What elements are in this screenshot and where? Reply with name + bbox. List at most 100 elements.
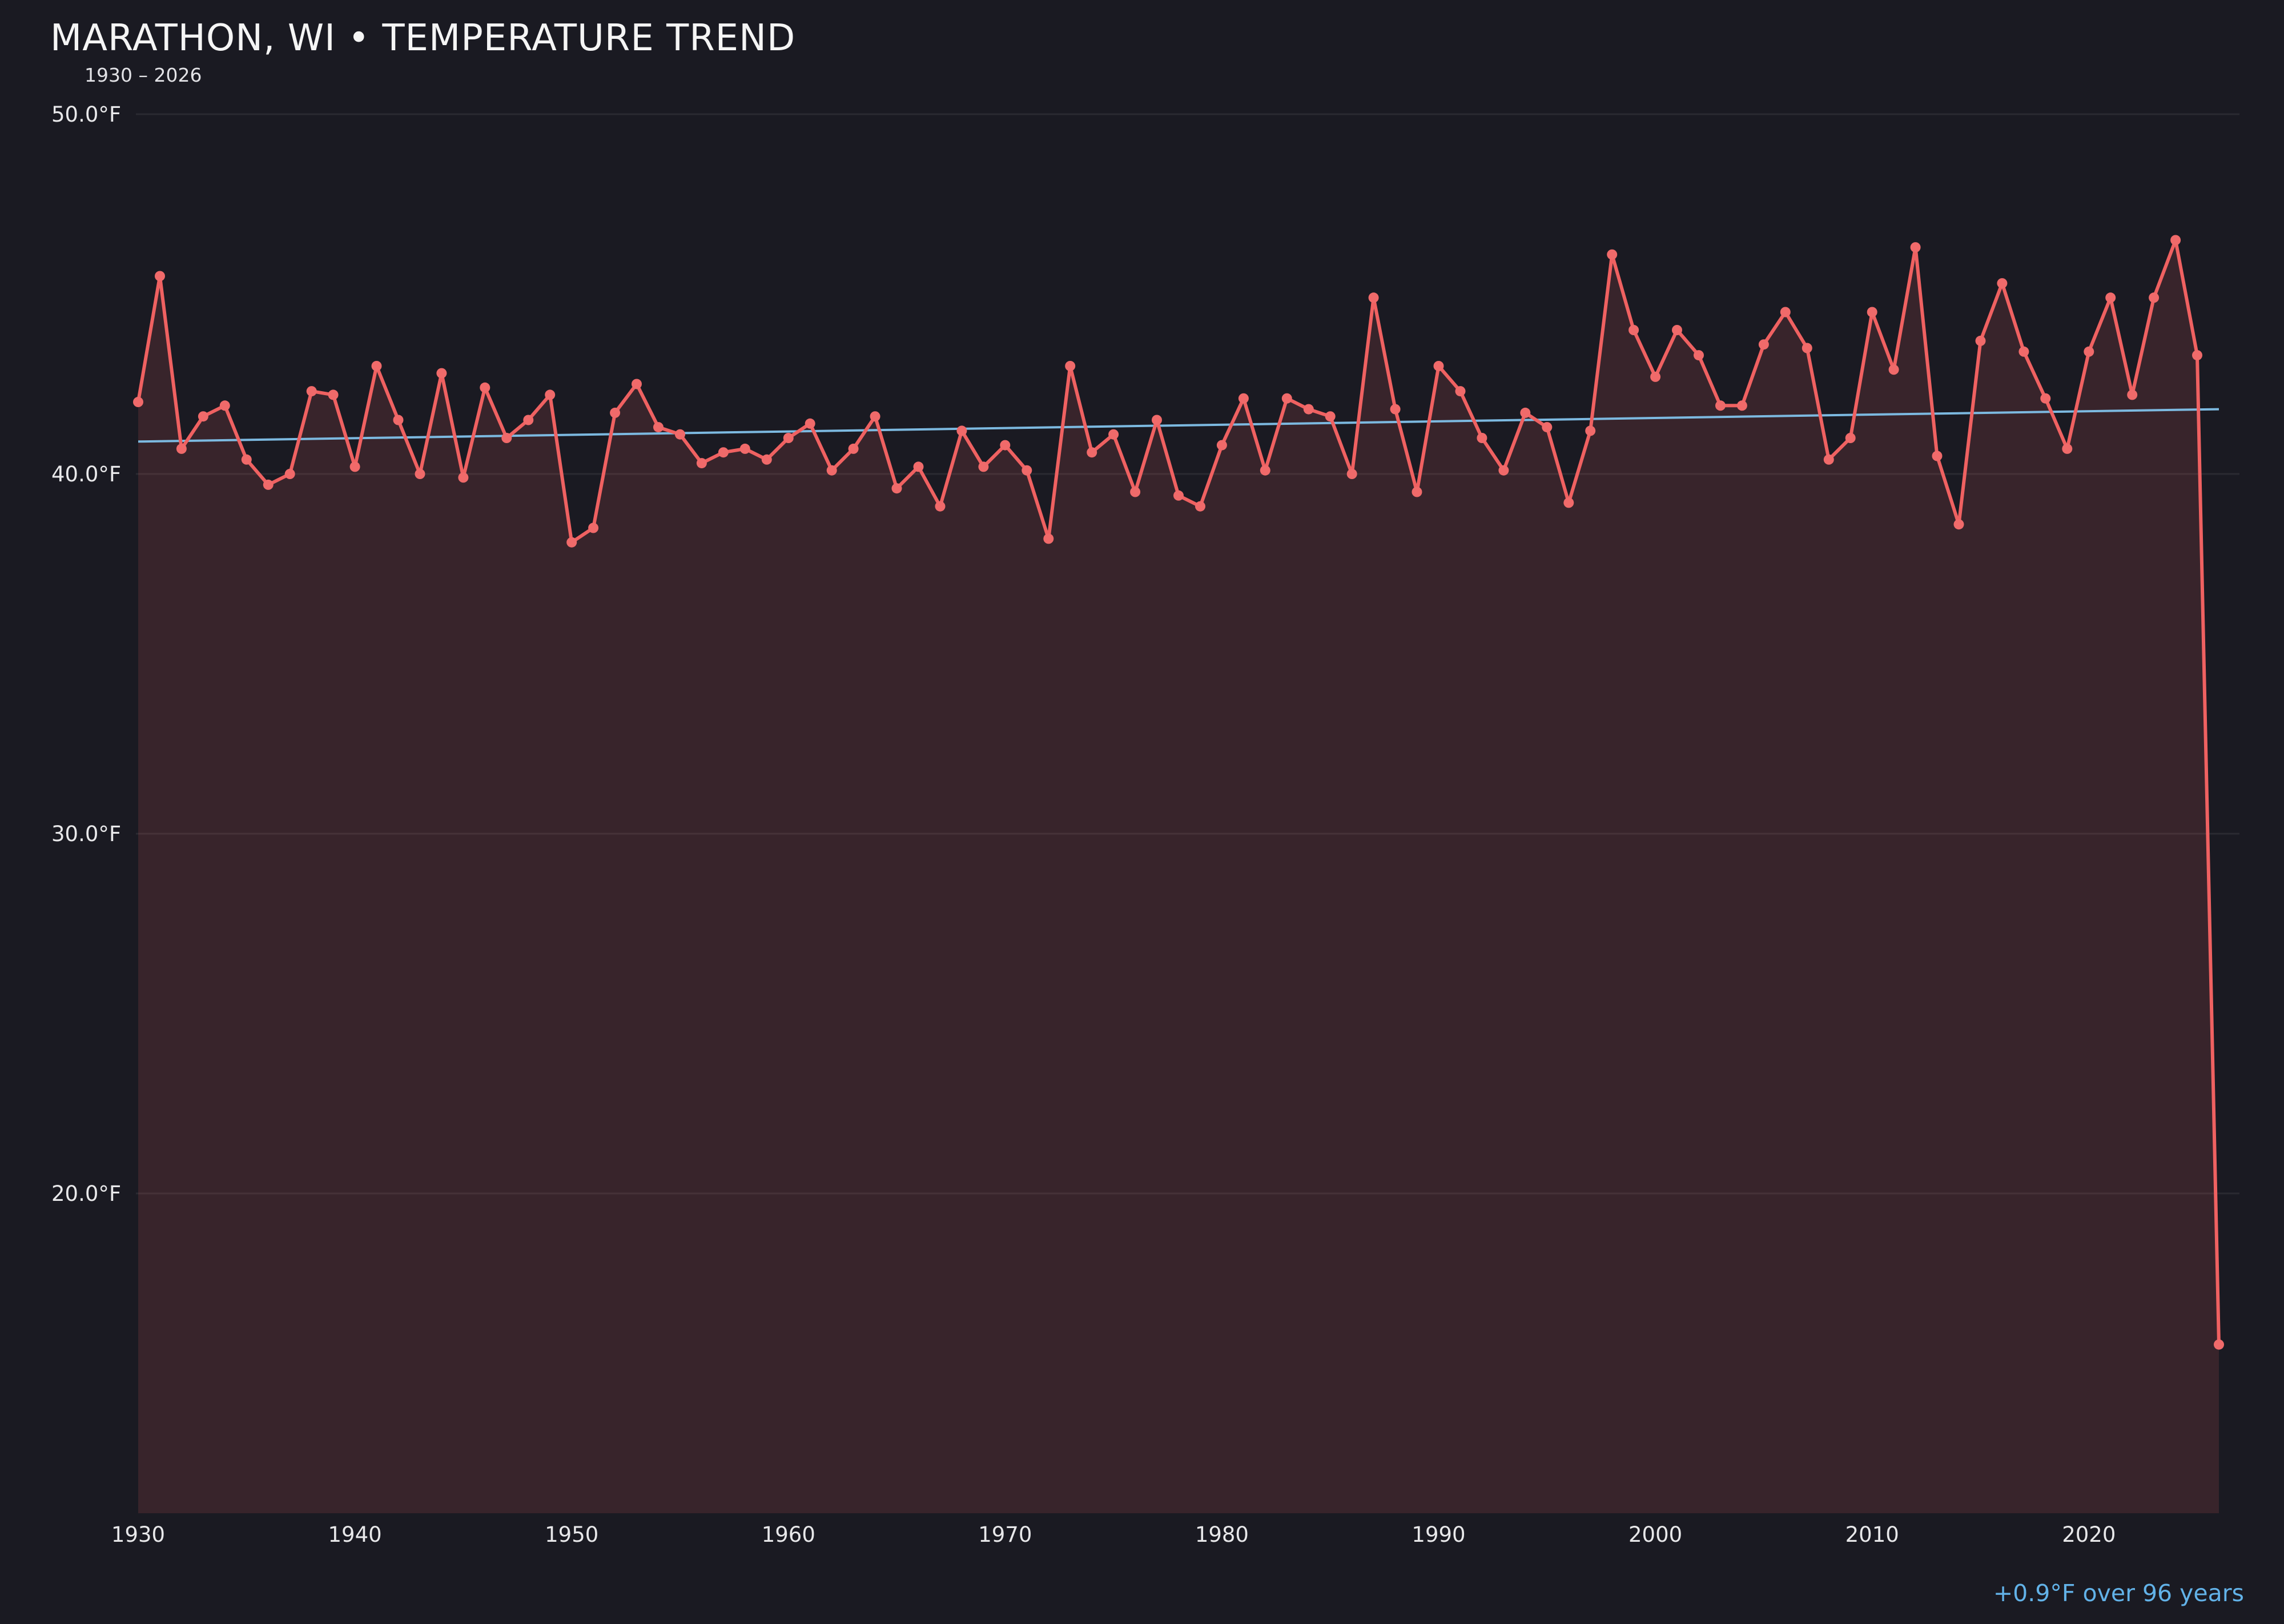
data-point	[2040, 393, 2051, 404]
data-point	[566, 537, 577, 548]
data-point	[2018, 346, 2029, 357]
data-point	[1000, 440, 1011, 451]
data-point	[1433, 361, 1444, 371]
data-point	[2214, 1339, 2224, 1350]
data-point	[1325, 411, 1336, 422]
data-point	[415, 469, 425, 479]
data-point	[393, 415, 404, 425]
data-point	[1303, 404, 1314, 415]
data-point	[1108, 429, 1119, 440]
x-axis-label: 1990	[1412, 1522, 1465, 1547]
data-point	[1563, 497, 1574, 508]
data-point	[1216, 440, 1227, 451]
data-point	[1607, 249, 1618, 260]
data-point	[653, 422, 664, 433]
data-point	[1022, 465, 1032, 476]
y-axis-label: 30.0°F	[51, 822, 121, 846]
data-point	[1542, 422, 1553, 433]
x-axis-label: 1970	[978, 1522, 1032, 1547]
data-point	[1845, 433, 1856, 443]
data-point	[935, 501, 946, 512]
data-point	[1867, 307, 1877, 317]
data-point	[2127, 389, 2138, 400]
chart-subtitle: 1930 – 2026	[85, 64, 202, 86]
data-point	[198, 411, 208, 422]
data-point	[1780, 307, 1791, 317]
data-point	[739, 443, 750, 454]
data-point	[545, 389, 556, 400]
data-point	[349, 461, 360, 472]
x-axis-label: 1930	[111, 1522, 165, 1547]
data-point	[480, 382, 490, 393]
data-point	[1758, 339, 1769, 350]
data-point	[1477, 433, 1487, 443]
data-point	[1065, 361, 1076, 371]
data-point	[783, 433, 794, 443]
data-point	[1823, 454, 1834, 465]
data-point	[978, 461, 989, 472]
data-point	[1130, 487, 1141, 497]
x-axis-label: 2020	[2062, 1522, 2116, 1547]
data-point	[870, 411, 880, 422]
data-point	[219, 400, 230, 411]
data-point	[1888, 364, 1899, 375]
data-point	[675, 429, 685, 440]
data-point	[2149, 292, 2160, 303]
x-axis-label: 1980	[1195, 1522, 1249, 1547]
data-point	[436, 368, 447, 379]
data-point	[761, 454, 772, 465]
data-point	[241, 454, 252, 465]
y-axis-label: 20.0°F	[51, 1181, 121, 1206]
data-point	[848, 443, 859, 454]
data-point	[1953, 519, 1964, 530]
data-point	[1715, 400, 1726, 411]
y-axis-label: 50.0°F	[51, 102, 121, 127]
data-point	[133, 397, 143, 407]
x-axis-label: 1950	[545, 1522, 598, 1547]
data-point	[1455, 386, 1466, 397]
x-axis-label: 1960	[762, 1522, 815, 1547]
data-point	[371, 361, 382, 371]
data-point	[1368, 292, 1379, 303]
data-point	[1975, 335, 1986, 346]
data-point	[306, 386, 317, 397]
data-point	[696, 458, 707, 469]
data-point	[1672, 325, 1682, 335]
data-point	[263, 479, 274, 490]
data-point	[1087, 447, 1097, 458]
data-point	[501, 433, 512, 443]
trend-annotation: +0.9°F over 96 years	[1993, 1579, 2244, 1607]
data-point	[1520, 407, 1531, 418]
data-point	[1997, 278, 2008, 289]
data-point	[1390, 404, 1401, 415]
data-point	[1260, 465, 1270, 476]
data-point	[1498, 465, 1509, 476]
x-axis-label: 1940	[328, 1522, 382, 1547]
data-point	[1932, 451, 1943, 461]
data-point	[610, 407, 621, 418]
data-point	[718, 447, 729, 458]
data-point	[588, 522, 599, 533]
data-point	[458, 472, 469, 483]
data-point	[891, 483, 902, 494]
data-point	[1152, 415, 1162, 425]
data-point	[2062, 443, 2073, 454]
chart-title: MARATHON, WI • TEMPERATURE TREND	[50, 17, 796, 59]
data-point	[2084, 346, 2094, 357]
data-point	[1173, 490, 1184, 501]
data-point	[632, 379, 642, 389]
data-point	[956, 425, 967, 436]
data-point	[1281, 393, 1292, 404]
data-point	[1694, 350, 1704, 361]
data-point	[2170, 235, 2181, 246]
data-point	[1346, 469, 1357, 479]
data-point	[2105, 292, 2116, 303]
data-point	[155, 271, 165, 282]
trend-line	[138, 408, 2219, 443]
x-axis-label: 2000	[1628, 1522, 1682, 1547]
data-point	[1802, 343, 1812, 353]
data-point	[1585, 425, 1596, 436]
temperature-series-area	[138, 240, 2219, 1513]
